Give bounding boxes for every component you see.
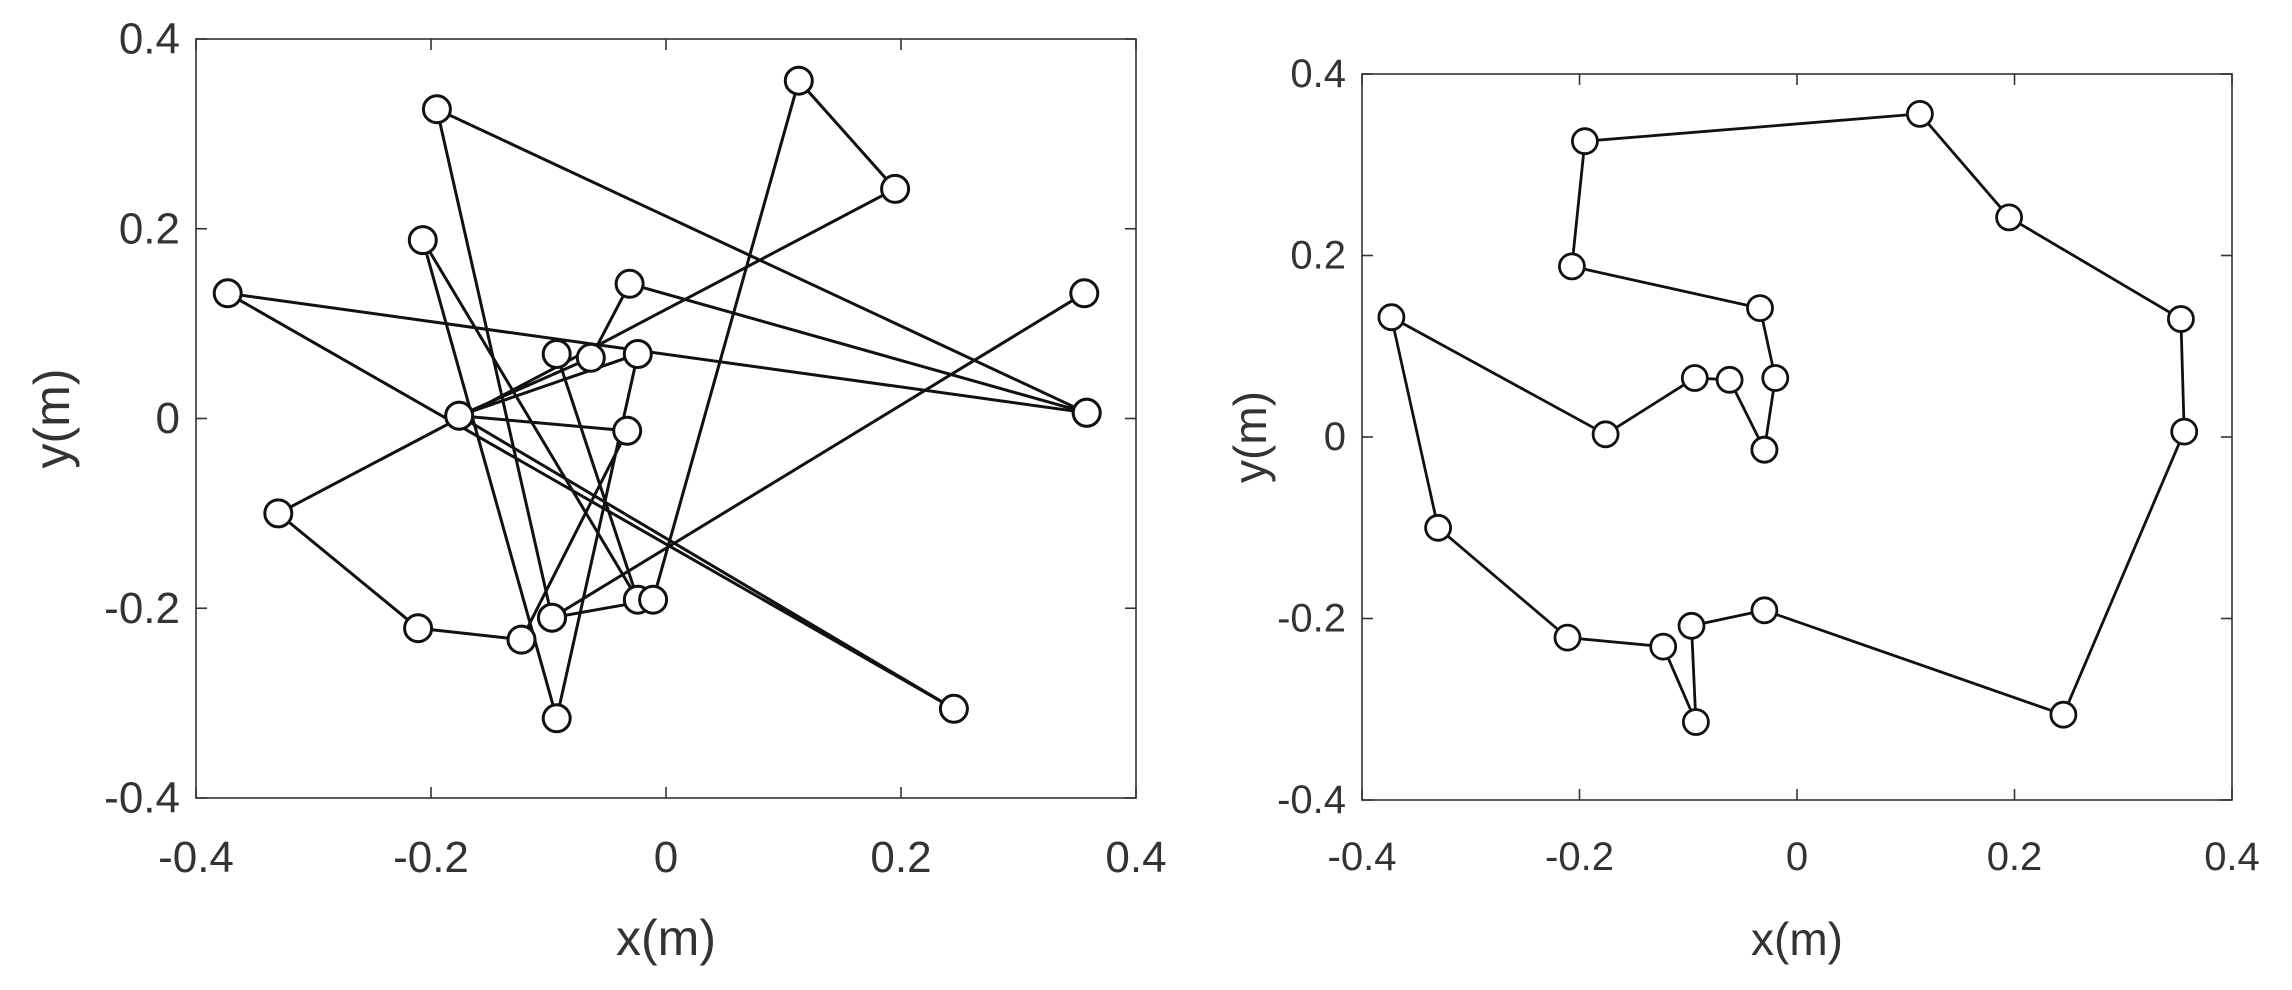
series-path-line xyxy=(1390,112,2186,724)
y-tick-label: -0.2 xyxy=(104,584,180,633)
data-point-marker xyxy=(2166,305,2195,333)
data-point-marker xyxy=(1906,100,1934,128)
y-tick-label: 0 xyxy=(156,394,180,443)
data-point-marker xyxy=(1649,632,1678,661)
chart-panel-1: -0.4 -0.2 0 0.2 0.4 -0.4 -0.2 0 0.2 0.4 x(m) y(m) xyxy=(24,15,1167,967)
data-point-marker xyxy=(1995,203,2023,232)
data-point-marker xyxy=(407,225,438,256)
data-point-marker xyxy=(1591,420,1620,449)
x-tick-label: 0.4 xyxy=(2204,835,2260,879)
y-tick-label: -0.4 xyxy=(104,774,180,823)
y-tick-label: -0.4 xyxy=(1277,778,1346,822)
data-point-marker xyxy=(612,415,643,446)
x-tick-label: 0 xyxy=(654,833,678,882)
x-axis-label: x(m) xyxy=(1751,913,1843,965)
data-point-marker xyxy=(1571,127,1599,156)
data-point-marker xyxy=(1750,435,1779,464)
data-point-marker xyxy=(1558,252,1586,281)
data-point-marker xyxy=(938,693,969,724)
x-tick-label: -0.4 xyxy=(1328,835,1397,879)
data-point-marker xyxy=(1750,596,1779,625)
y-axis-label: y(m) xyxy=(24,369,80,469)
data-point-marker xyxy=(2170,417,2199,446)
data-point-marker xyxy=(1680,364,1709,392)
series-path-line xyxy=(226,79,1089,720)
data-point-marker xyxy=(263,498,294,529)
y-tick-label: 0.4 xyxy=(119,15,180,64)
y-tick-label: 0.2 xyxy=(119,204,180,253)
data-point-marker xyxy=(880,173,911,204)
data-point-marker xyxy=(1553,623,1582,652)
data-point-marker xyxy=(783,65,814,96)
data-point-marker xyxy=(638,584,669,615)
data-point-marker xyxy=(1761,364,1790,392)
plot-area-frame xyxy=(195,38,1137,799)
data-point-marker xyxy=(1677,611,1706,640)
data-point-marker xyxy=(506,624,537,655)
chart-panel-2: -0.4 -0.2 0 0.2 0.4 -0.4 -0.2 0 0.2 0.4 x(m) y(m) xyxy=(1224,52,2260,965)
x-tick-label: 0.2 xyxy=(1987,835,2043,879)
x-tick-label: 0 xyxy=(1786,835,1808,879)
plot-area-frame xyxy=(1361,73,2233,801)
x-tick-label: -0.4 xyxy=(158,833,234,882)
y-tick-label: -0.2 xyxy=(1277,597,1346,641)
x-tick-label: 0.4 xyxy=(1105,833,1166,882)
y-axis-label: y(m) xyxy=(1224,391,1276,483)
data-point-marker xyxy=(403,613,434,644)
x-tick-label: -0.2 xyxy=(393,833,469,882)
data-point-marker xyxy=(541,703,572,734)
data-point-marker xyxy=(1715,365,1744,394)
data-point-marker xyxy=(1377,303,1406,332)
data-point-marker xyxy=(212,278,243,309)
x-tick-label: 0.2 xyxy=(870,833,931,882)
y-tick-label: 0 xyxy=(1324,415,1346,459)
data-point-marker xyxy=(1071,397,1102,428)
data-point-marker xyxy=(444,400,475,431)
y-tick-label: 0.2 xyxy=(1290,234,1346,278)
data-point-marker xyxy=(537,602,567,633)
data-point-marker xyxy=(1424,513,1452,542)
data-point-marker xyxy=(614,268,645,299)
data-point-marker xyxy=(2049,700,2078,729)
data-point-marker xyxy=(1682,708,1710,736)
data-point-marker xyxy=(575,342,606,373)
data-point-marker xyxy=(622,339,653,369)
data-point-marker xyxy=(1069,278,1100,309)
data-point-marker xyxy=(1746,294,1774,323)
x-axis-label: x(m) xyxy=(616,910,716,966)
y-tick-label: 0.4 xyxy=(1290,52,1346,96)
data-point-marker xyxy=(421,94,452,125)
data-point-marker xyxy=(541,339,572,369)
x-tick-label: -0.2 xyxy=(1545,835,1614,879)
